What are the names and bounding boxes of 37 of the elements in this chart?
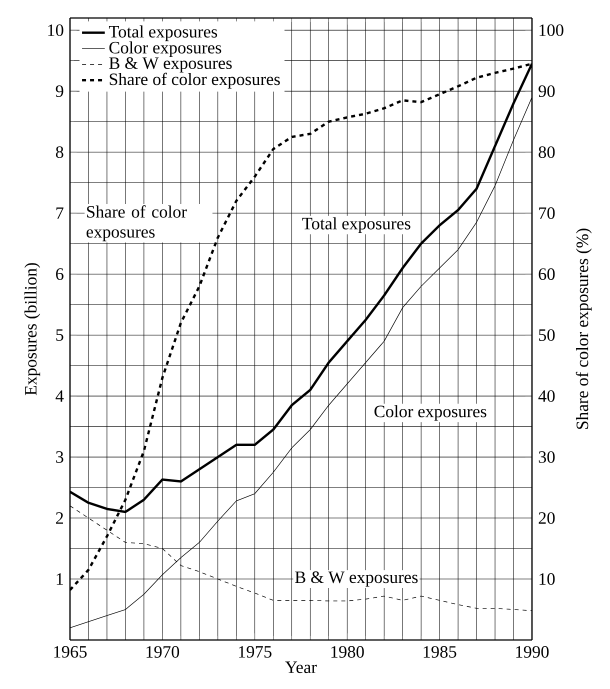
x-axis-title: Year xyxy=(285,662,317,674)
annotation: Share of color exposures xyxy=(86,205,187,242)
x-tick-label: 1970 xyxy=(146,646,180,658)
y2-tick-label: 10 xyxy=(540,573,555,585)
x-tick-label: 1980 xyxy=(331,646,364,658)
annotation: B & W exposures xyxy=(295,571,418,587)
y2-tick-label: 20 xyxy=(538,512,555,524)
y-tick-label: 2 xyxy=(56,512,64,524)
y-tick-label: 8 xyxy=(56,146,64,158)
y-tick-label: 1 xyxy=(56,573,63,585)
legend-label: Total exposures xyxy=(108,25,218,42)
annotation: Total exposures xyxy=(302,217,410,233)
y-tick-label: 7 xyxy=(56,207,64,219)
x-tick-label: 1990 xyxy=(516,646,549,658)
y2-tick-label: 30 xyxy=(538,451,555,463)
y2-tick-label: 70 xyxy=(539,207,555,219)
y2-tick-label: 90 xyxy=(538,85,555,98)
annotation: Color exposures xyxy=(374,405,486,421)
y2-tick-label: 80 xyxy=(538,146,555,158)
x-tick-label: 1985 xyxy=(424,646,456,658)
x-tick-label: 1965 xyxy=(54,646,87,658)
y-tick-label: 3 xyxy=(56,451,64,463)
y-axis-title: Exposures (billion) xyxy=(24,263,40,396)
y-tick-label: 9 xyxy=(56,85,64,97)
y2-tick-label: 40 xyxy=(538,390,555,402)
y2-axis-title: Share of color exposures (%) xyxy=(576,228,592,429)
y-tick-label: 4 xyxy=(56,390,64,402)
y-tick-label: 10 xyxy=(48,24,64,36)
legend-label: Share of color exposures xyxy=(110,72,280,89)
legend-label: B & W exposures xyxy=(109,57,232,73)
y-tick-label: 5 xyxy=(56,329,64,341)
y-tick-label: 6 xyxy=(56,268,64,280)
y2-tick-label: 100 xyxy=(540,24,564,36)
y2-tick-label: 50 xyxy=(539,329,555,341)
y2-tick-label: 60 xyxy=(538,268,555,280)
x-tick-label: 1975 xyxy=(238,646,272,658)
legend-label: Color exposures xyxy=(109,41,222,58)
